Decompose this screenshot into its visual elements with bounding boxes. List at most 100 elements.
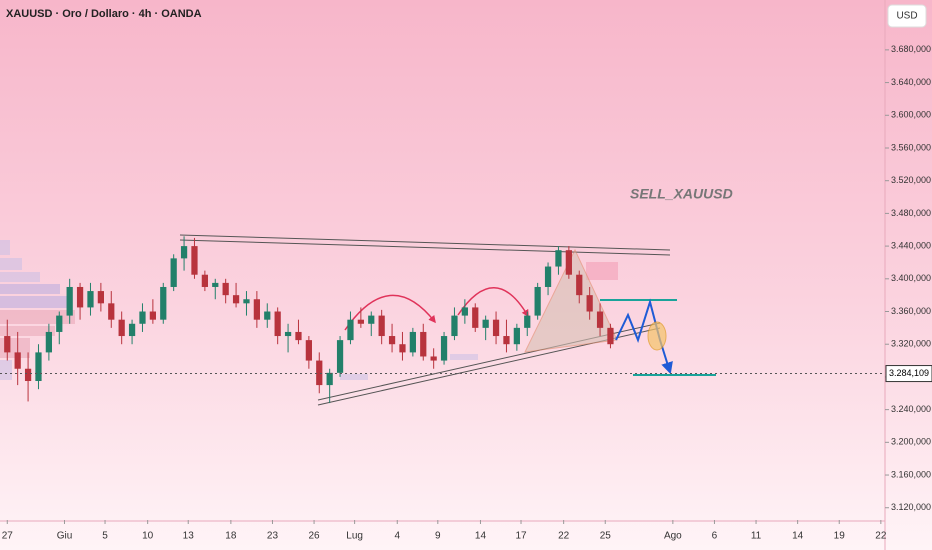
candle-body [326,372,333,386]
candle-body [305,340,312,361]
currency-label[interactable]: USD [896,11,917,22]
candle-body [160,286,167,320]
candle-body [212,282,219,287]
candle-body [4,336,11,353]
x-tick-label: 22 [558,531,570,542]
candle-body [368,315,375,324]
candle-body [243,299,250,304]
candle-body [336,340,344,373]
candle-body [284,331,292,337]
candle-body [35,352,42,382]
candle-body [180,246,188,259]
x-tick-label: 25 [600,531,612,542]
candle-body [503,336,510,345]
x-tick-label: 23 [267,531,279,542]
candle-body [607,327,614,345]
candle-body [347,319,354,341]
last-price-tag [885,365,932,383]
candle-body [97,291,104,304]
y-tick-label: 3.680,000 [891,44,931,54]
candle-body [222,282,229,296]
candle-body [544,266,552,287]
candle-body [492,319,500,337]
x-tick-label: 5 [102,531,108,542]
candle-body [139,311,146,324]
y-tick-label: 3.320,000 [891,339,931,349]
y-tick-label: 3.120,000 [891,502,931,512]
x-tick-label: 27 [2,531,14,542]
candle-body [191,246,198,275]
candle-body [409,331,416,353]
candle-body [399,344,406,353]
y-tick-label: 3.600,000 [891,110,931,120]
candle-body [472,307,479,328]
annotation: SELL_XAUUSD [630,186,733,202]
candle-body [440,336,448,361]
candle-body [378,315,385,337]
candle-body [45,331,52,353]
candle-body [76,286,84,308]
x-tick-label: Lug [346,531,363,542]
x-tick-label: Giu [57,531,73,542]
x-tick-label: 13 [183,531,195,542]
candle-body [253,299,260,320]
candle-body [274,311,281,337]
candle-body [56,315,63,332]
x-tick-label: 11 [751,531,762,542]
volume-profile [0,240,618,380]
candle-body [565,250,572,275]
x-tick-label: 19 [834,531,846,542]
candle-body [149,311,156,320]
candle-body [14,352,21,369]
candle-body [576,274,583,296]
x-tick-label: 17 [515,531,527,542]
x-tick-label: 22 [875,531,887,542]
x-tick-label: 4 [394,531,400,542]
currency-button[interactable] [887,4,927,28]
y-tick-label: 3.200,000 [891,437,931,447]
candle-body [586,295,593,312]
x-tick-label: 14 [792,531,804,542]
y-tick-label: 3.240,000 [891,404,931,414]
y-tick-label: 3.520,000 [891,175,931,185]
candle-body [118,319,125,337]
x-tick-label: 6 [712,531,718,542]
x-tick-label: 14 [475,531,487,542]
candle-body [555,250,562,267]
y-tick-label: 3.640,000 [891,77,931,87]
candle-body [513,327,520,345]
candle-body [482,319,489,328]
candle-body [108,303,115,320]
candle-body [316,360,323,386]
candle-body [388,336,396,345]
y-tick-label: 3.480,000 [891,208,931,218]
candle-body [461,307,468,316]
candle-body [170,258,177,287]
candle-body [596,311,604,328]
y-tick-label: 3.160,000 [891,469,931,479]
x-tick-label: 10 [142,531,154,542]
candle-body [534,286,541,316]
x-tick-label: Ago [664,531,682,542]
candle-body [264,311,271,320]
candle-body [201,274,208,287]
candle-body [232,295,240,304]
x-tick-label: 9 [435,531,441,542]
y-tick-label: 3.440,000 [891,240,931,250]
candle-body [451,315,458,337]
candle-body [420,331,427,357]
drawings [179,234,716,406]
candle-body [24,368,32,382]
candle-body [66,286,73,316]
candle-body [430,356,437,361]
x-tick-label: 26 [309,531,321,542]
x-tick-label: 18 [225,531,237,542]
symbol-title: XAUUSD · Oro / Dollaro · 4h · OANDA [6,8,202,20]
y-tick-label: 3.560,000 [891,142,931,152]
y-tick-label: 3.400,000 [891,273,931,283]
y-tick-label: 3.360,000 [891,306,931,316]
candle-body [357,319,364,324]
candle-body [87,291,94,308]
